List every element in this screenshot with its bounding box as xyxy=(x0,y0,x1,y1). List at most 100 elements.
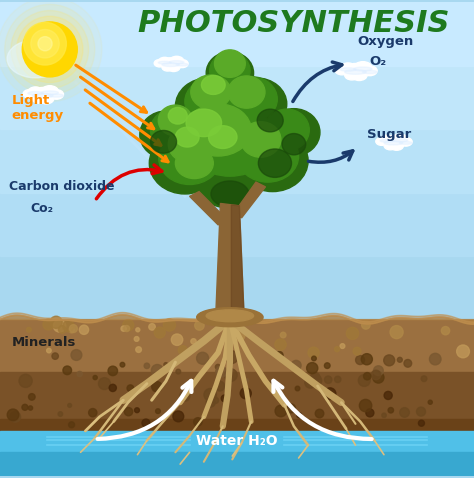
Circle shape xyxy=(63,321,74,332)
Circle shape xyxy=(164,319,175,331)
Bar xyxy=(0,65,474,129)
Circle shape xyxy=(142,419,150,427)
Bar xyxy=(0,296,474,320)
Circle shape xyxy=(108,366,118,376)
Ellipse shape xyxy=(345,70,366,74)
Ellipse shape xyxy=(49,90,64,99)
Ellipse shape xyxy=(211,181,249,207)
Circle shape xyxy=(17,16,83,83)
Ellipse shape xyxy=(186,109,222,137)
Ellipse shape xyxy=(162,58,179,69)
Ellipse shape xyxy=(168,108,187,124)
Circle shape xyxy=(428,400,432,404)
Circle shape xyxy=(221,395,228,402)
Circle shape xyxy=(291,360,301,370)
Ellipse shape xyxy=(168,126,211,163)
Circle shape xyxy=(308,347,319,358)
Circle shape xyxy=(135,408,139,413)
Circle shape xyxy=(69,327,74,333)
Circle shape xyxy=(307,362,318,374)
Circle shape xyxy=(93,375,97,380)
Ellipse shape xyxy=(384,141,403,145)
Ellipse shape xyxy=(32,93,53,98)
Ellipse shape xyxy=(380,135,394,144)
Ellipse shape xyxy=(199,165,261,208)
Ellipse shape xyxy=(209,126,237,149)
Bar xyxy=(0,193,474,256)
Circle shape xyxy=(371,370,381,380)
Circle shape xyxy=(155,409,160,413)
Circle shape xyxy=(24,22,66,65)
Ellipse shape xyxy=(162,64,173,71)
Circle shape xyxy=(195,321,204,330)
Ellipse shape xyxy=(214,50,246,77)
Circle shape xyxy=(176,369,181,374)
Ellipse shape xyxy=(38,94,54,104)
Circle shape xyxy=(123,320,134,331)
Circle shape xyxy=(38,37,52,51)
Circle shape xyxy=(215,381,225,391)
Circle shape xyxy=(120,362,125,367)
Ellipse shape xyxy=(225,76,277,122)
Ellipse shape xyxy=(390,141,403,150)
Circle shape xyxy=(335,347,339,352)
Circle shape xyxy=(366,409,374,417)
Circle shape xyxy=(356,356,365,365)
Circle shape xyxy=(359,399,372,412)
Circle shape xyxy=(134,337,139,341)
Circle shape xyxy=(397,358,402,362)
Ellipse shape xyxy=(237,130,299,182)
Ellipse shape xyxy=(158,57,171,66)
Circle shape xyxy=(382,413,386,417)
Ellipse shape xyxy=(258,149,292,177)
Circle shape xyxy=(77,371,82,377)
Circle shape xyxy=(297,413,302,418)
Ellipse shape xyxy=(351,70,367,80)
Circle shape xyxy=(245,379,248,382)
Ellipse shape xyxy=(257,109,283,132)
Ellipse shape xyxy=(151,109,196,151)
Circle shape xyxy=(19,374,32,388)
Circle shape xyxy=(340,344,345,348)
Ellipse shape xyxy=(363,70,377,74)
Circle shape xyxy=(225,351,238,364)
Circle shape xyxy=(324,363,330,369)
Ellipse shape xyxy=(264,109,309,151)
Ellipse shape xyxy=(149,132,220,194)
Circle shape xyxy=(280,332,286,338)
Circle shape xyxy=(28,406,33,410)
Bar xyxy=(0,452,474,476)
Circle shape xyxy=(154,327,165,338)
Ellipse shape xyxy=(167,63,180,72)
Circle shape xyxy=(121,326,126,331)
Ellipse shape xyxy=(41,91,58,95)
Polygon shape xyxy=(190,192,230,225)
Ellipse shape xyxy=(176,63,188,66)
Circle shape xyxy=(178,346,187,355)
Ellipse shape xyxy=(154,60,165,67)
Circle shape xyxy=(404,359,412,367)
Text: Carbon dioxide: Carbon dioxide xyxy=(9,180,115,193)
Circle shape xyxy=(151,365,163,376)
Circle shape xyxy=(0,0,102,101)
Circle shape xyxy=(215,364,220,369)
Circle shape xyxy=(89,409,97,417)
Ellipse shape xyxy=(354,67,372,71)
Ellipse shape xyxy=(354,62,372,74)
Circle shape xyxy=(325,376,332,383)
Ellipse shape xyxy=(197,308,263,326)
Circle shape xyxy=(127,385,134,391)
Text: Water H₂O: Water H₂O xyxy=(196,435,278,448)
Circle shape xyxy=(364,372,371,380)
Circle shape xyxy=(124,326,130,332)
Ellipse shape xyxy=(206,52,254,95)
Ellipse shape xyxy=(185,104,251,156)
Ellipse shape xyxy=(400,138,412,146)
Circle shape xyxy=(216,366,227,377)
Ellipse shape xyxy=(282,133,306,155)
Ellipse shape xyxy=(384,141,396,150)
Circle shape xyxy=(63,366,72,375)
Circle shape xyxy=(194,418,202,426)
Ellipse shape xyxy=(158,61,171,64)
Circle shape xyxy=(227,342,231,347)
